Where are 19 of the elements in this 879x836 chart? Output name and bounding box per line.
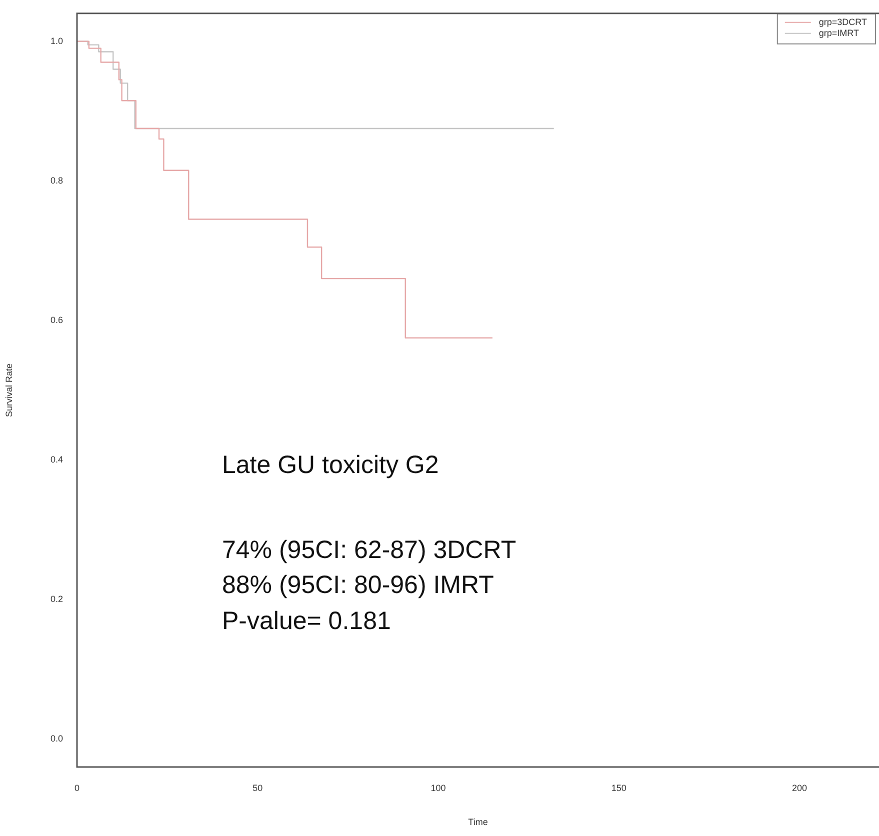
y-tick-label: 1.0 [50,36,63,46]
x-tick-label: 0 [74,782,80,793]
annotation: Late GU toxicity G2 [222,451,439,479]
y-tick-label: 0.4 [50,454,63,464]
annotation: 74% (95CI: 62-87) 3DCRT [222,536,516,564]
y-tick-label: 0.6 [50,314,63,325]
x-tick-label: 150 [611,782,626,793]
y-tick-label: 0.2 [50,594,63,604]
x-tick-label: 200 [792,782,808,793]
annotation: P-value= 0.181 [222,607,391,635]
x-tick-label: 50 [252,782,263,793]
y-tick-label: 0.0 [50,734,63,744]
x-axis-title: Time [468,817,488,828]
x-tick-label: 100 [430,782,446,793]
legend-label: grp=IMRT [818,28,860,38]
annotation: 88% (95CI: 80-96) IMRT [222,571,494,599]
y-axis-title: Survival Rate [4,363,14,417]
legend-label: grp=3DCRT [818,16,868,27]
y-tick-label: 0.8 [50,175,63,186]
